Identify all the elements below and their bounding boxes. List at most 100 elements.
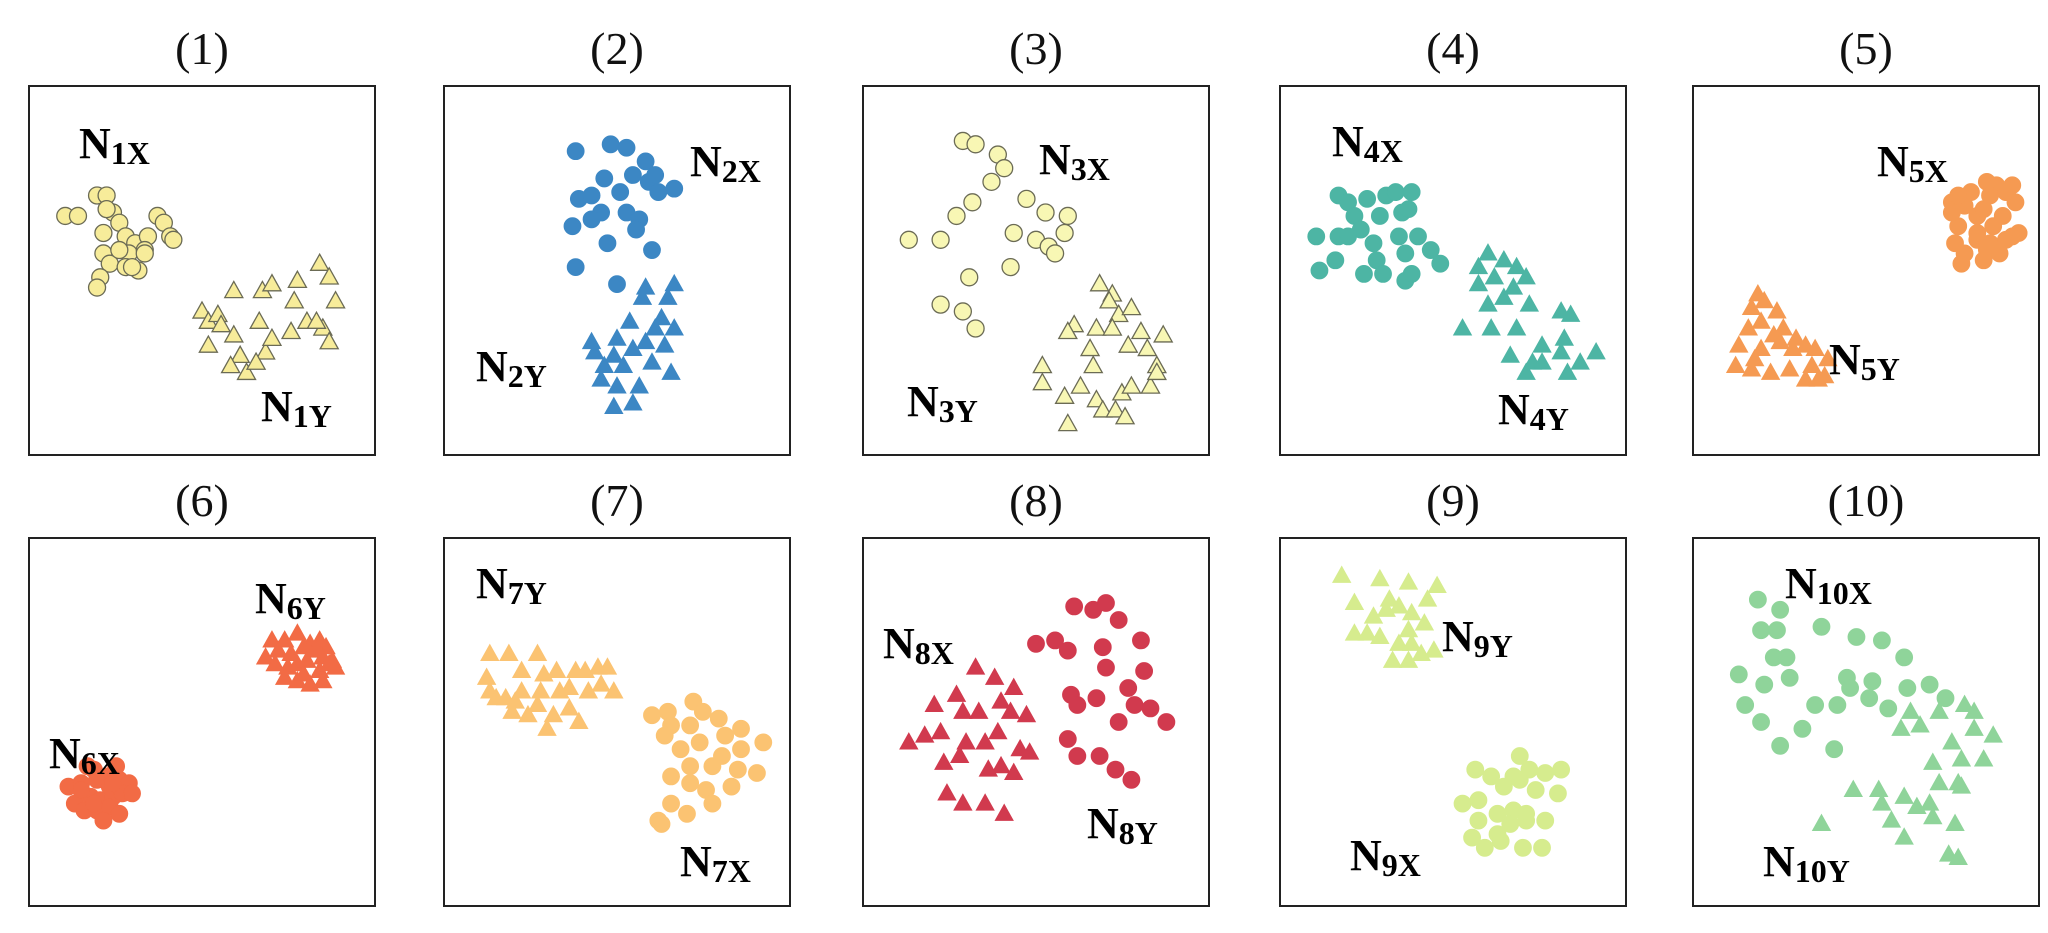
series-7y: [476, 643, 624, 736]
data-point: [294, 636, 314, 655]
data-point: [678, 804, 696, 823]
data-point: [230, 344, 251, 364]
data-point: [1951, 776, 1972, 794]
cluster-label: N10X: [1785, 559, 1872, 611]
panel-title: (6): [175, 475, 229, 526]
cluster-label-base: N: [49, 729, 81, 778]
data-point: [1086, 389, 1107, 408]
data-point: [1468, 273, 1489, 292]
data-point: [645, 318, 665, 336]
data-point: [604, 345, 624, 363]
data-point: [754, 733, 773, 752]
cluster-label: N8X: [883, 619, 954, 671]
data-point: [1554, 328, 1575, 346]
data-point: [635, 277, 656, 295]
data-point: [1964, 701, 1984, 719]
data-point: [665, 179, 684, 198]
data-point: [1431, 254, 1450, 273]
data-point: [953, 302, 973, 321]
data-point: [511, 660, 532, 679]
series-2x: [563, 135, 684, 294]
data-point: [1919, 793, 1940, 811]
data-point: [1974, 251, 1993, 270]
data-point: [1478, 243, 1498, 261]
data-point: [1396, 244, 1415, 263]
data-point: [1386, 183, 1405, 201]
data-point: [1517, 811, 1536, 830]
data-point: [931, 295, 950, 314]
data-point: [1533, 838, 1551, 857]
data-point: [984, 667, 1005, 685]
data-point: [930, 721, 951, 740]
data-point: [1843, 779, 1863, 798]
panel-4: (4) N4X N4Y: [1279, 23, 1627, 456]
data-point: [1390, 227, 1408, 246]
data-point: [1793, 719, 1812, 738]
cluster-label-sub: 5X: [1909, 153, 1948, 189]
data-point: [1344, 623, 1365, 641]
data-point: [1453, 794, 1472, 813]
panel-title: (4): [1426, 23, 1480, 74]
data-point: [1873, 631, 1891, 650]
data-point: [1097, 658, 1115, 677]
data-point: [1494, 287, 1514, 305]
data-point: [1355, 265, 1373, 283]
data-point: [325, 290, 346, 309]
data-point: [728, 760, 747, 779]
data-point: [1895, 648, 1914, 667]
cluster-label-base: N: [79, 119, 111, 168]
data-point: [1414, 613, 1435, 631]
data-point: [1068, 696, 1087, 714]
data-point: [598, 234, 617, 253]
data-point: [1536, 764, 1555, 782]
data-point: [110, 804, 129, 823]
data-point: [597, 657, 618, 675]
data-point: [655, 726, 674, 745]
data-point: [198, 334, 219, 353]
data-point: [661, 362, 681, 380]
data-point: [703, 757, 722, 776]
data-point: [1087, 689, 1106, 708]
data-point: [480, 643, 500, 662]
cluster-label: N4X: [1332, 117, 1403, 169]
cluster-label-sub: 4Y: [1530, 401, 1569, 437]
data-point: [1881, 810, 1902, 828]
data-point: [991, 691, 1011, 709]
series-5y: [1725, 284, 1838, 387]
data-point: [1119, 679, 1138, 697]
data-point: [1114, 406, 1136, 425]
cluster-label: N9X: [1350, 831, 1421, 883]
data-point: [1357, 623, 1377, 641]
data-point: [966, 135, 985, 154]
data-point: [649, 183, 668, 201]
cluster-label-base: N: [1498, 385, 1530, 434]
data-point: [1402, 265, 1421, 283]
data-point: [306, 310, 327, 329]
data-point: [1948, 847, 1968, 866]
data-point: [1019, 742, 1040, 760]
data-point: [1092, 399, 1113, 418]
data-point: [914, 725, 935, 743]
series-6y: [255, 623, 346, 692]
data-point: [309, 252, 330, 271]
cluster-label-sub: 6X: [81, 745, 120, 781]
data-point: [319, 266, 340, 285]
data-point: [1847, 628, 1866, 646]
data-point: [284, 290, 305, 309]
data-point: [627, 220, 645, 239]
data-point: [1058, 206, 1077, 226]
data-point: [249, 310, 270, 329]
data-point: [505, 691, 525, 709]
cluster-label-base: N: [680, 837, 712, 886]
data-point: [1122, 770, 1141, 789]
cluster-label: N6X: [49, 729, 120, 781]
data-point: [1923, 752, 1943, 770]
series-10y: [1811, 694, 2003, 866]
cluster-label: N7Y: [476, 559, 547, 611]
cluster-label-sub: 10X: [1817, 575, 1872, 611]
data-point: [1942, 203, 1961, 222]
data-point: [97, 199, 116, 219]
data-point: [1955, 244, 1974, 263]
